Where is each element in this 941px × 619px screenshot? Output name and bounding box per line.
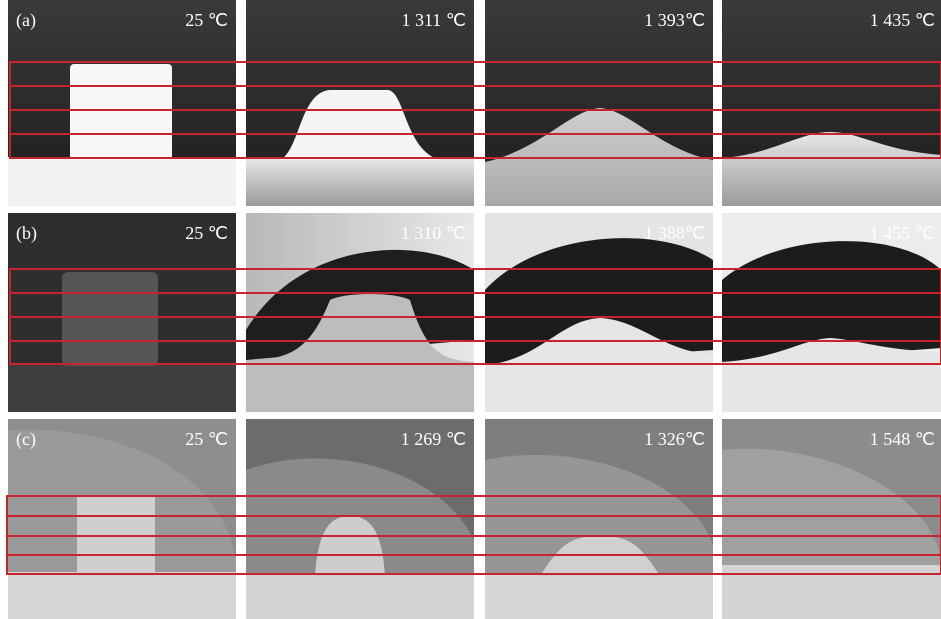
temperature-label: 1 388℃ (644, 223, 705, 243)
temperature-label: 1 455 ℃ (870, 223, 935, 243)
panel-label: (c) (16, 429, 36, 450)
micrograph (246, 0, 474, 206)
temperature-label: 1 435 ℃ (870, 10, 935, 30)
micrograph (722, 0, 941, 206)
micrograph (8, 0, 236, 206)
panel-label: (b) (16, 223, 37, 244)
temperature-label: 1 311 ℃ (401, 10, 466, 30)
figure: (a) 25 ℃ 1 311 ℃ 1 393℃ 1 435 ℃ (b) 25 ℃ 1 310 … (0, 0, 941, 619)
temperature-label: 1 310 ℃ (401, 223, 466, 243)
temperature-label: 25 ℃ (185, 429, 228, 449)
temperature-label: 25 ℃ (185, 10, 228, 30)
temperature-label: 1 269 ℃ (401, 429, 466, 449)
micrograph (485, 0, 713, 206)
temperature-label: 25 ℃ (185, 223, 228, 243)
panel-label: (a) (16, 10, 36, 31)
temperature-label: 1 548 ℃ (870, 429, 935, 449)
temperature-label: 1 393℃ (644, 10, 705, 30)
page: (a) 25 ℃ 1 311 ℃ 1 393℃ 1 435 ℃ (b) 25 ℃ 1 310 … (0, 0, 941, 619)
temperature-label: 1 326℃ (644, 429, 705, 449)
